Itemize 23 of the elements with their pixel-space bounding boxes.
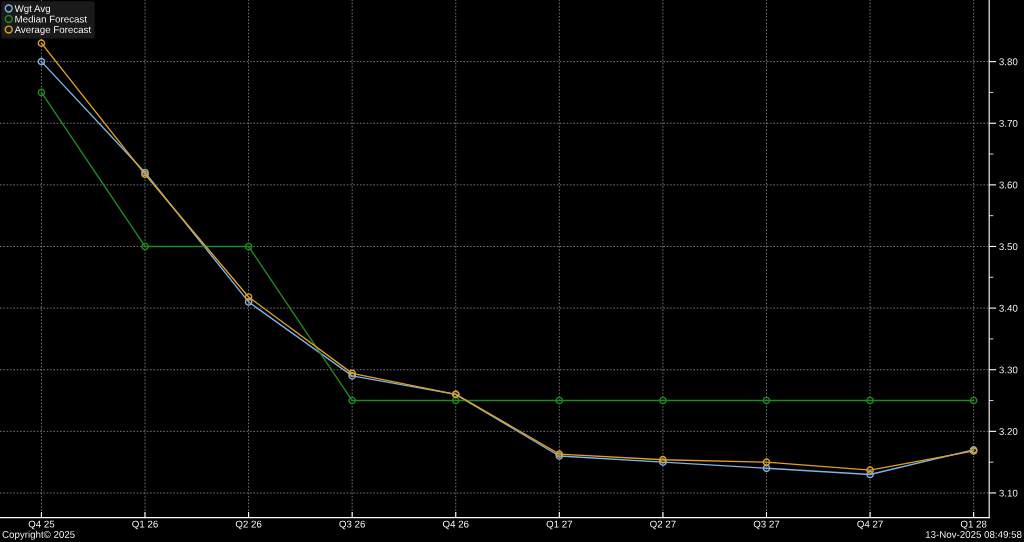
text: 13-Nov-2025 08:49:58 (925, 531, 1022, 538)
legend-label: Wgt Avg (14, 5, 50, 14)
x-tick-label: Q1 28 (960, 520, 987, 530)
legend-label: Median Forecast (15, 15, 87, 23)
text: Copyright© 2025 (2, 530, 75, 540)
x-tick-label: Q4 25 (28, 520, 55, 530)
y-tick-label: 3.10 (999, 489, 1018, 497)
x-tick-label: Q4 26 (442, 520, 469, 530)
x-tick-label: Q3 26 (339, 520, 365, 530)
y-tick-label: 3.70 (999, 119, 1018, 127)
x-tick-label: Q2 26 (235, 520, 262, 530)
x-tick-label: Q1 27 (546, 520, 573, 530)
x-tick-label: Q4 27 (857, 520, 883, 530)
y-tick-label: 3.30 (999, 366, 1018, 374)
y-tick-label: 3.20 (999, 428, 1018, 435)
x-tick-label: Q2 27 (650, 520, 676, 530)
y-tick-label: 3.40 (999, 304, 1018, 312)
legend-label: Average Forecast (14, 26, 92, 35)
y-tick-label: 3.80 (999, 58, 1018, 66)
x-tick-label: Q1 26 (132, 520, 158, 530)
x-tick-label: Q3 27 (753, 520, 780, 530)
y-tick-label: 3.50 (999, 243, 1018, 251)
y-tick-label: 3.60 (999, 181, 1018, 189)
